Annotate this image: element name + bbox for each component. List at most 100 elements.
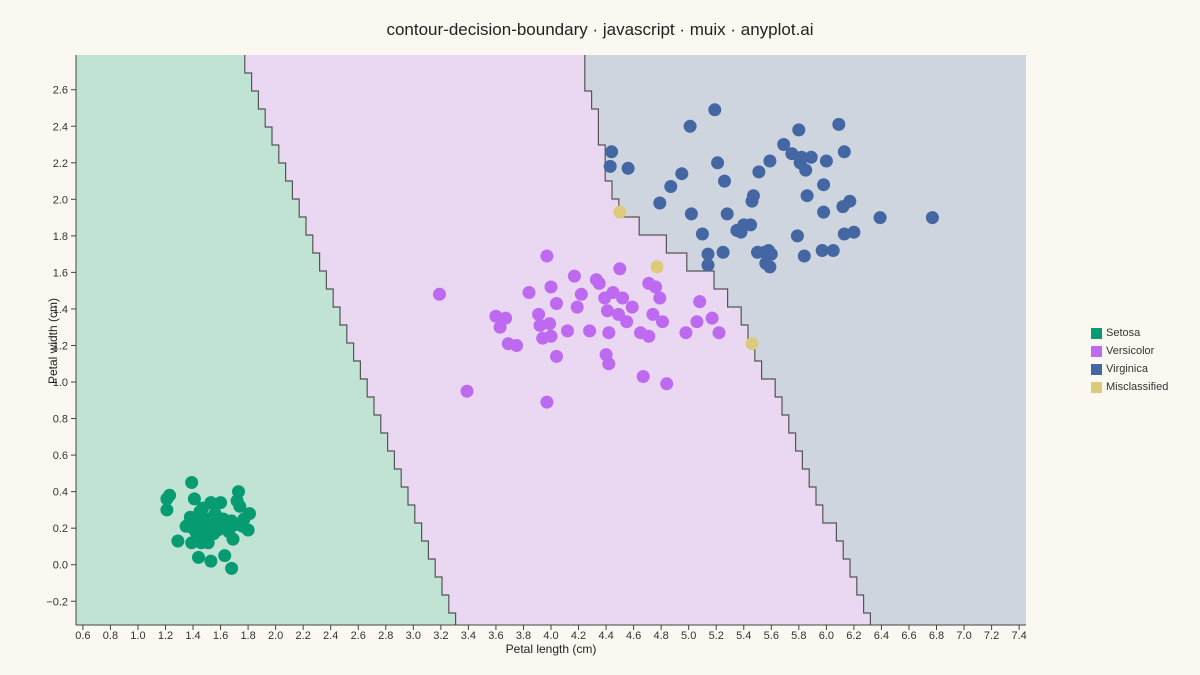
- x-tick-label: 6.2: [846, 630, 861, 642]
- point-versicolor: [613, 262, 627, 276]
- point-virginica: [800, 189, 814, 203]
- x-tick-label: 3.2: [433, 630, 448, 642]
- point-virginica: [621, 161, 635, 175]
- point-versicolor: [460, 384, 474, 398]
- x-tick-label: 5.2: [709, 630, 724, 642]
- point-virginica: [799, 163, 813, 177]
- region-setosa: [76, 55, 456, 625]
- data-points: [160, 103, 939, 575]
- point-versicolor: [705, 311, 719, 325]
- point-virginica: [817, 205, 831, 219]
- y-tick-label: 0.6: [53, 450, 68, 462]
- x-tick-label: 4.8: [653, 630, 668, 642]
- point-versicolor: [642, 329, 656, 343]
- y-tick-label: 0.2: [53, 523, 68, 535]
- x-tick-label: 7.4: [1011, 630, 1026, 642]
- point-versicolor: [574, 287, 588, 301]
- point-virginica: [792, 123, 806, 137]
- point-setosa: [204, 554, 218, 568]
- point-virginica: [804, 150, 818, 164]
- point-virginica: [684, 207, 698, 221]
- point-versicolor: [532, 307, 546, 321]
- point-setosa: [171, 534, 185, 548]
- point-virginica: [837, 227, 851, 241]
- point-virginica: [777, 138, 791, 151]
- point-versicolor: [533, 318, 547, 332]
- legend-swatch: [1091, 345, 1102, 357]
- boundary-versicolor-virginica: [584, 55, 872, 625]
- point-setosa: [243, 507, 256, 521]
- point-setosa: [185, 536, 199, 550]
- point-versicolor: [561, 324, 574, 338]
- x-tick-label: 5.4: [736, 630, 751, 642]
- point-virginica: [817, 178, 831, 192]
- point-virginica: [718, 174, 731, 188]
- point-virginica: [603, 159, 617, 173]
- point-versicolor: [540, 249, 554, 263]
- point-virginica: [716, 245, 730, 259]
- point-versicolor: [433, 287, 446, 301]
- point-versicolor: [653, 291, 667, 305]
- point-virginica: [711, 156, 725, 170]
- y-tick-label: 1.6: [53, 267, 68, 279]
- y-tick-label: 1.2: [53, 340, 68, 352]
- legend-label: Misclassified: [1106, 381, 1169, 393]
- y-axis-label: Petal width (cm): [46, 298, 60, 384]
- x-tick-label: 7.2: [984, 630, 999, 642]
- point-setosa: [197, 530, 211, 544]
- point-versicolor: [522, 286, 536, 299]
- point-setosa: [185, 476, 199, 489]
- point-virginica: [763, 260, 777, 274]
- point-versicolor: [544, 329, 558, 343]
- x-tick-label: 2.6: [351, 630, 366, 642]
- y-tick-label: 0.4: [53, 487, 68, 499]
- x-tick-label: 3.0: [406, 630, 421, 642]
- y-tick-label: 1.0: [53, 377, 68, 389]
- point-versicolor: [510, 339, 524, 352]
- point-versicolor: [606, 286, 620, 299]
- legend-item-virginica: Virginica: [1091, 360, 1168, 378]
- legend-label: Versicolor: [1106, 345, 1155, 357]
- point-versicolor: [602, 357, 616, 371]
- point-virginica: [815, 244, 829, 257]
- legend-item-misclassified: Misclassified: [1091, 378, 1168, 396]
- y-tick-label: 1.4: [53, 304, 68, 316]
- point-versicolor: [489, 309, 503, 323]
- x-tick-label: 1.2: [158, 630, 173, 642]
- point-setosa: [225, 561, 239, 575]
- axes: 0.6 0.8 1.0 1.2 1.4 1.6 1.8 2.0 2.2 2.4 2.6 2.8 3.0 3…: [46, 55, 1027, 642]
- point-setosa: [218, 549, 232, 563]
- point-versicolor: [602, 326, 616, 340]
- point-versicolor: [550, 349, 563, 363]
- legend-item-setosa: Setosa: [1091, 324, 1168, 342]
- point-virginica: [764, 247, 778, 261]
- point-virginica: [832, 117, 846, 131]
- point-versicolor: [600, 304, 614, 318]
- point-versicolor: [712, 326, 726, 340]
- x-tick-label: 3.4: [461, 630, 476, 642]
- point-virginica: [720, 207, 734, 221]
- point-virginica: [708, 103, 722, 117]
- y-tick-label: −0.2: [46, 596, 68, 608]
- x-tick-label: 4.2: [571, 630, 586, 642]
- point-versicolor: [567, 269, 581, 283]
- x-tick-label: 4.4: [598, 630, 613, 642]
- y-tick-label: 2.6: [53, 85, 68, 97]
- point-virginica: [847, 225, 861, 239]
- point-virginica: [925, 211, 939, 225]
- point-virginica: [790, 229, 804, 243]
- x-tick-label: 6.8: [929, 630, 944, 642]
- point-virginica: [797, 249, 811, 263]
- legend-label: Virginica: [1106, 363, 1148, 375]
- legend-item-versicolor: Versicolor: [1091, 342, 1168, 360]
- point-virginica: [746, 189, 760, 203]
- point-virginica: [752, 165, 766, 179]
- x-tick-label: 3.6: [488, 630, 503, 642]
- point-setosa: [160, 503, 174, 517]
- x-tick-label: 4.6: [626, 630, 641, 642]
- point-setosa: [192, 550, 205, 564]
- point-virginica: [763, 154, 777, 168]
- point-virginica: [701, 247, 715, 261]
- point-versicolor: [679, 326, 693, 340]
- point-virginica: [744, 218, 758, 232]
